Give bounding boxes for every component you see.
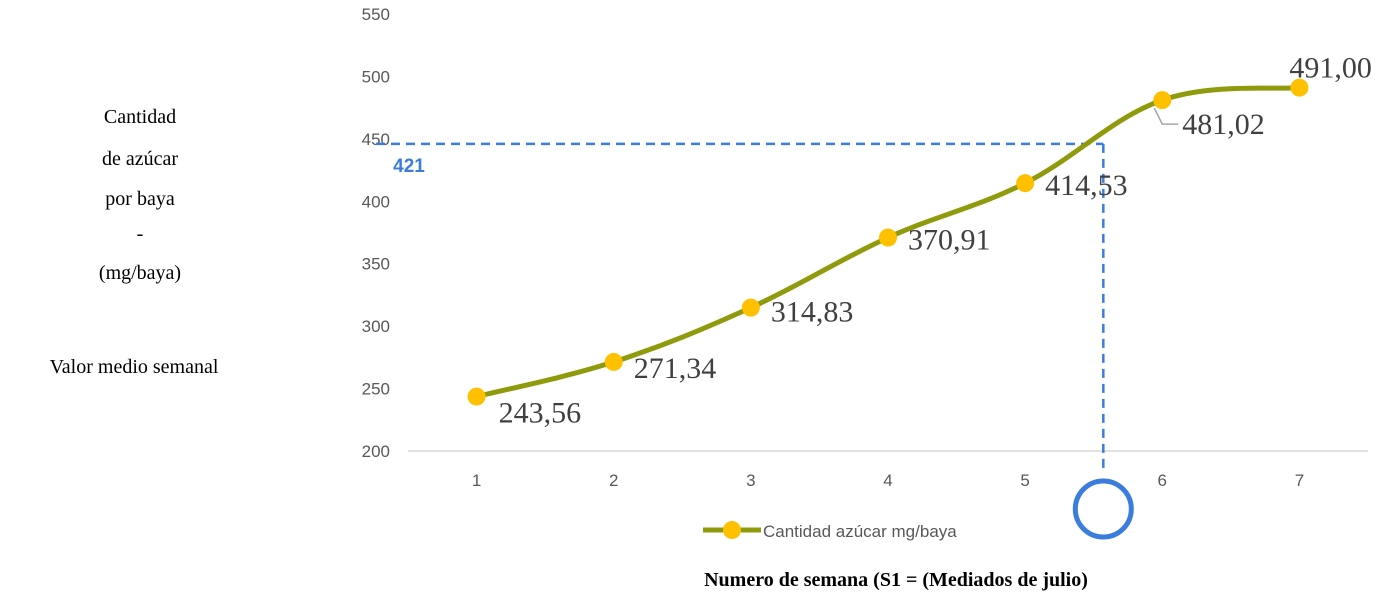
data-label: 491,00 (1289, 52, 1372, 85)
x-tick-label: 6 (1158, 471, 1167, 490)
y-tick-label: 250 (362, 380, 390, 399)
legend-marker-swatch (723, 521, 741, 539)
data-label: 370,91 (908, 224, 991, 257)
data-label: 481,02 (1182, 108, 1265, 141)
data-point (467, 387, 486, 406)
x-axis-ticks: 1 2 3 4 5 6 7 (472, 471, 1304, 490)
y-axis-note: Valor medio semanal (49, 356, 219, 378)
data-point (1153, 91, 1172, 110)
data-labels-group: 243,56 271,34 314,83 370,91 414,53 481,02 491,… (499, 52, 1372, 430)
data-label: 271,34 (634, 352, 717, 385)
legend-label: Cantidad azúcar mg/baya (763, 522, 957, 541)
y-tick-label: 550 (362, 5, 390, 24)
annotation-circle (1072, 478, 1134, 540)
data-point (879, 228, 897, 247)
data-label: 414,53 (1045, 169, 1128, 202)
x-tick-label: 7 (1295, 471, 1304, 490)
x-axis-title: Numero de semana (S1 = (Mediados de juli… (704, 569, 1088, 591)
x-tick-label: 2 (609, 471, 618, 490)
y-tick-label: 300 (362, 317, 390, 336)
series-group (467, 78, 1309, 406)
y-tick-label: 350 (362, 255, 390, 274)
data-point (1016, 174, 1035, 193)
data-label-leader-line (1153, 107, 1179, 125)
x-tick-label: 4 (883, 471, 892, 490)
y-axis-title-line-1: Cantidad (103, 106, 177, 128)
legend: Cantidad azúcar mg/baya (703, 521, 957, 541)
x-tick-label: 3 (746, 471, 755, 490)
y-axis-title-line-5: (mg/baya) (98, 262, 182, 284)
y-axis-title-line-4: - (136, 223, 144, 245)
data-point (1290, 78, 1309, 97)
y-tick-label: 450 (362, 130, 390, 149)
data-label: 314,83 (771, 296, 854, 329)
y-tick-label: 500 (362, 67, 390, 86)
x-tick-label: 1 (472, 471, 481, 490)
annotation-label: 421 (393, 156, 425, 177)
x-tick-label: 5 (1020, 471, 1029, 490)
y-tick-label: 400 (362, 192, 390, 211)
y-axis-ticks: 200 250 300 350 400 450 500 550 (362, 5, 390, 461)
y-axis-title-line-2: de azúcar (101, 148, 179, 170)
annotation-group: 4 2 1 (376, 142, 1134, 540)
data-point (741, 298, 760, 317)
y-tick-label: 200 (362, 442, 390, 461)
data-point (604, 352, 623, 371)
y-axis-title-line-3: por baya (105, 188, 175, 210)
data-label: 243,56 (499, 397, 581, 430)
